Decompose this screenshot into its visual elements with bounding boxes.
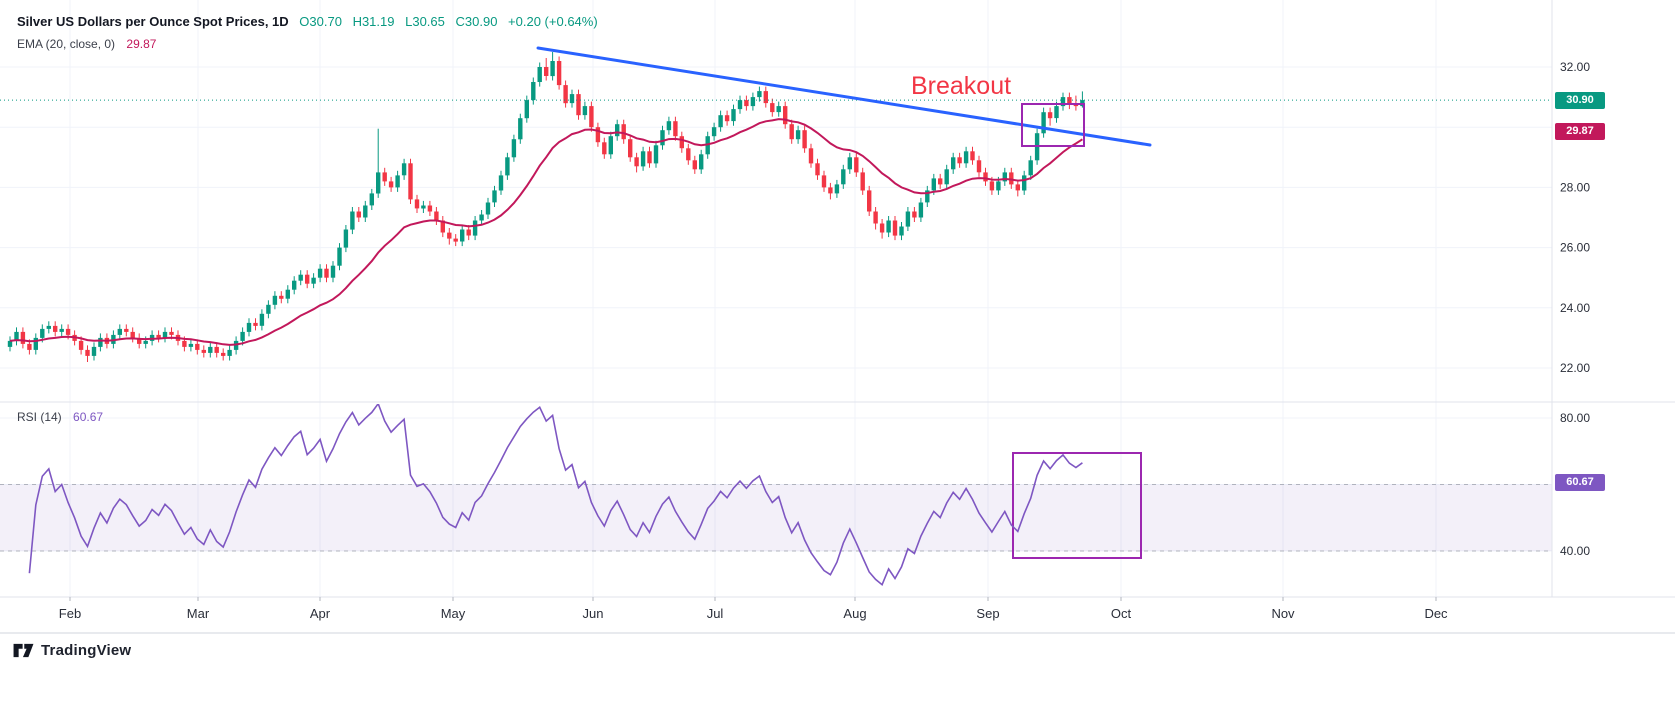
footer-brand[interactable]: TradingView bbox=[13, 640, 131, 661]
low-value: L30.65 bbox=[405, 14, 445, 29]
svg-text:Feb: Feb bbox=[59, 606, 81, 621]
symbol-legend[interactable]: Silver US Dollars per Ounce Spot Prices,… bbox=[17, 14, 598, 29]
svg-text:32.00: 32.00 bbox=[1560, 60, 1590, 74]
svg-text:Jul: Jul bbox=[707, 606, 724, 621]
rsi-legend[interactable]: RSI (14) 60.67 bbox=[17, 410, 103, 424]
rsi-value: 60.67 bbox=[73, 410, 104, 424]
price-axis-labels[interactable]: 32.00 28.00 26.00 24.00 22.00 80.00 40.00 bbox=[1560, 60, 1590, 558]
trendline-annotation[interactable] bbox=[536, 46, 1152, 147]
symbol-title: Silver US Dollars per Ounce Spot Prices,… bbox=[17, 14, 289, 29]
svg-text:Dec: Dec bbox=[1424, 606, 1448, 621]
svg-text:Oct: Oct bbox=[1111, 606, 1132, 621]
brand-name: TradingView bbox=[41, 642, 132, 659]
ema-label: EMA (20, close, 0) bbox=[17, 37, 116, 51]
ema-line bbox=[9, 118, 1083, 346]
svg-text:26.00: 26.00 bbox=[1560, 241, 1590, 255]
ema-value: 29.87 bbox=[126, 37, 157, 51]
svg-text:Apr: Apr bbox=[310, 606, 331, 621]
svg-text:80.00: 80.00 bbox=[1560, 411, 1590, 425]
high-value: H31.19 bbox=[352, 14, 395, 29]
price-breakout-rect[interactable] bbox=[1021, 103, 1085, 147]
svg-text:May: May bbox=[441, 606, 466, 621]
last-price-badge: 30.90 bbox=[1555, 92, 1605, 109]
ema-legend[interactable]: EMA (20, close, 0) 29.87 bbox=[17, 37, 156, 51]
ema-badge: 29.87 bbox=[1555, 123, 1605, 140]
svg-text:Aug: Aug bbox=[843, 606, 866, 621]
svg-text:24.00: 24.00 bbox=[1560, 301, 1590, 315]
open-value: O30.70 bbox=[299, 14, 342, 29]
svg-text:28.00: 28.00 bbox=[1560, 180, 1590, 194]
change-value: +0.20 (+0.64%) bbox=[508, 14, 598, 29]
breakout-annotation[interactable]: Breakout bbox=[911, 72, 1012, 100]
svg-text:Mar: Mar bbox=[187, 606, 210, 621]
close-value: C30.90 bbox=[455, 14, 498, 29]
rsi-band bbox=[0, 484, 1552, 551]
candlestick-series bbox=[7, 52, 1085, 362]
tradingview-logo-icon bbox=[13, 643, 34, 658]
rsi-line bbox=[28, 404, 1083, 587]
svg-text:22.00: 22.00 bbox=[1560, 361, 1590, 375]
rsi-badge: 60.67 bbox=[1555, 474, 1605, 491]
svg-text:40.00: 40.00 bbox=[1560, 544, 1590, 558]
svg-text:Nov: Nov bbox=[1271, 606, 1295, 621]
chart-canvas[interactable]: 32.00 28.00 26.00 24.00 22.00 80.00 40.00 Feb Ma… bbox=[0, 0, 1675, 640]
rsi-breakout-rect[interactable] bbox=[1012, 452, 1142, 559]
rsi-label: RSI (14) bbox=[17, 410, 62, 424]
svg-text:Jun: Jun bbox=[583, 606, 604, 621]
svg-text:Sep: Sep bbox=[976, 606, 999, 621]
time-axis-labels[interactable]: Feb Mar Apr May Jun Jul Aug Sep Oct Nov Dec bbox=[59, 597, 1448, 621]
